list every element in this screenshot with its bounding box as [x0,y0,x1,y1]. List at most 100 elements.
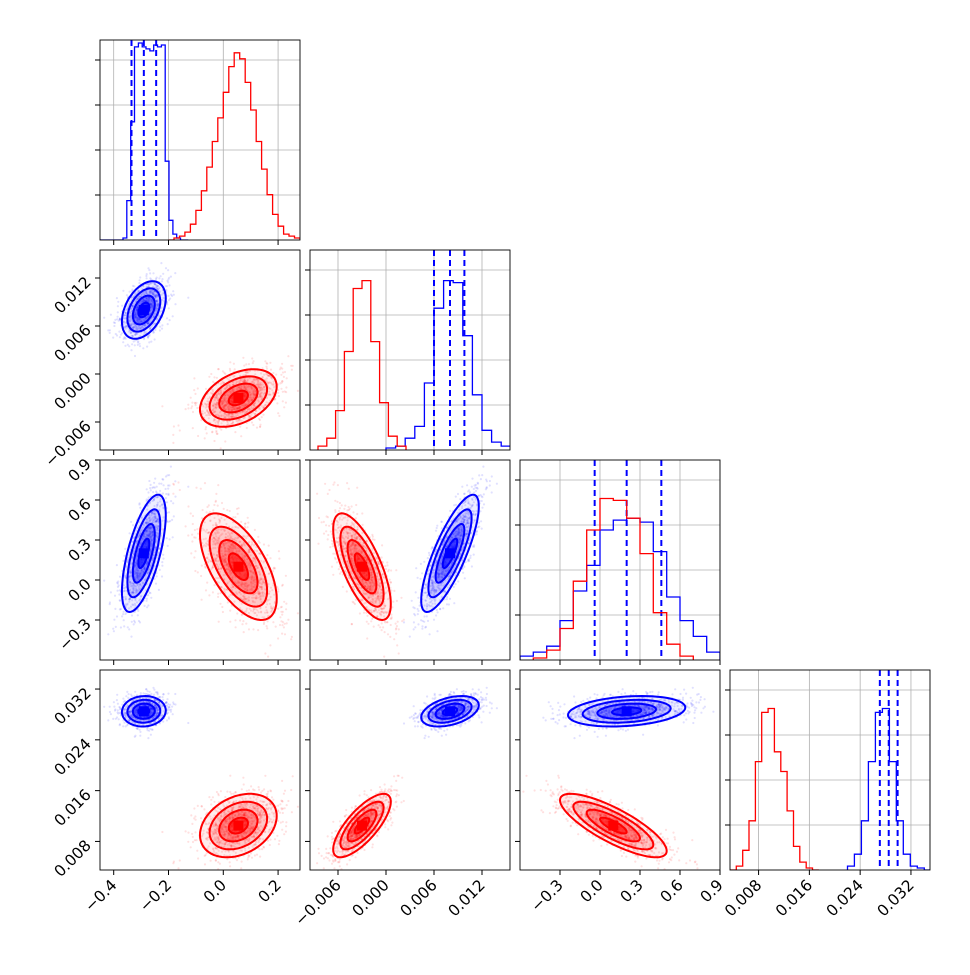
sample-point [159,490,161,492]
sample-point [172,315,174,317]
sample-point [146,488,148,490]
sample-point [285,608,287,610]
sample-point [112,628,114,630]
sample-point [469,557,471,559]
sample-point [172,536,174,538]
sample-point [243,631,245,633]
sample-point [403,621,405,623]
sample-point [123,611,125,613]
sample-point [205,589,207,591]
sample-point [162,492,164,494]
sample-point [215,493,217,495]
sample-point [167,323,169,325]
sample-point [190,397,192,399]
sample-point [159,326,161,328]
sample-point [194,570,196,572]
sample-point [435,614,437,616]
sample-point [116,334,118,336]
sample-point [257,536,259,538]
sample-point [234,516,236,518]
sample-point [187,505,189,507]
sample-point [161,324,163,326]
sample-point [420,563,422,565]
sample-point [194,550,196,552]
sample-point [423,615,425,617]
sample-point [275,626,277,628]
sample-point [247,517,249,519]
sample-point [147,604,149,606]
sample-point [119,576,121,578]
sample-point [491,491,493,493]
sample-point [263,623,265,625]
sample-point [192,523,194,525]
sample-point [473,488,475,490]
sample-point [120,608,122,610]
sample-point [167,295,169,297]
sample-point [224,440,226,442]
sample-point [197,571,199,573]
sample-point [113,619,115,621]
sample-point [277,392,279,394]
sample-point [130,521,132,523]
sample-point [187,486,189,488]
sample-point [208,594,210,596]
sample-point [148,269,150,271]
sample-point [200,575,202,577]
sample-point [218,368,220,370]
sample-point [193,389,195,391]
sample-point [170,466,172,468]
sample-point [282,371,284,373]
sample-point [254,529,256,531]
sample-point [478,522,480,524]
sample-point [229,368,231,370]
sample-point [121,615,123,617]
sample-point [168,474,170,476]
sample-point [170,276,172,278]
sample-point [267,656,269,658]
sample-point [282,584,284,586]
sample-point [149,487,151,489]
sample-point [165,497,167,499]
sample-point [202,509,204,511]
sample-point [116,564,118,566]
sample-point [134,621,136,623]
sample-point [275,374,277,376]
sample-point [172,493,174,495]
sample-point [446,596,448,598]
sample-point [240,435,242,437]
sample-point [212,509,214,511]
sample-point [134,355,136,357]
sample-point [161,561,163,563]
sample-point [185,525,187,527]
sample-point [238,507,240,509]
sample-point [223,508,225,510]
sample-point [269,644,271,646]
sample-point [204,482,206,484]
sample-point [145,275,147,277]
sample-point [152,272,154,274]
sample-point [117,316,119,318]
sample-point [177,481,179,483]
sample-point [168,484,170,486]
sample-point [291,369,293,371]
sample-point [158,589,160,591]
sample-point [122,613,124,615]
sample-point [131,621,133,623]
sample-point [191,402,193,404]
sample-point [206,582,208,584]
sample-point [167,545,169,547]
sample-point [239,619,241,621]
sample-point [131,614,133,616]
sample-point [155,278,157,280]
sample-point [142,347,144,349]
sample-point [481,528,483,530]
density-peak [233,562,243,572]
sample-point [264,652,266,654]
sample-point [137,610,139,612]
sample-point [266,554,268,556]
sample-point [168,511,170,513]
sample-point [187,534,189,536]
sample-point [150,597,152,599]
sample-point [213,584,215,586]
